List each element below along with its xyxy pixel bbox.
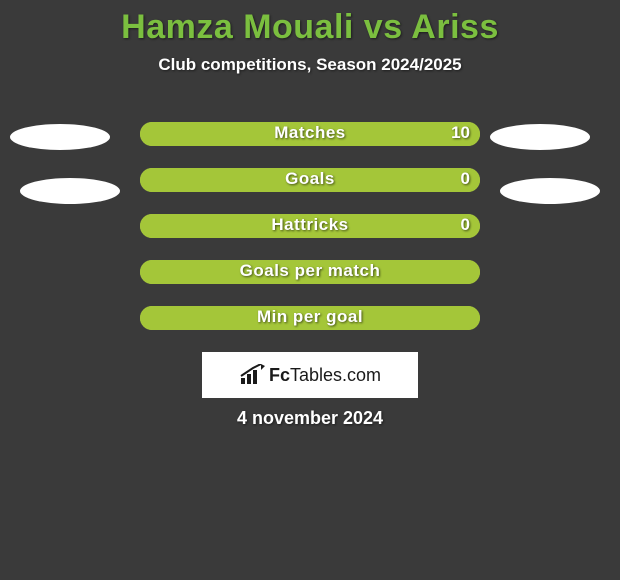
stat-row-goals-per-match: Goals per match: [0, 249, 620, 295]
bar-label: Min per goal: [140, 307, 480, 327]
stat-row-min-per-goal: Min per goal: [0, 295, 620, 341]
bar-label: Goals: [140, 169, 480, 189]
subtitle: Club competitions, Season 2024/2025: [0, 55, 620, 75]
stat-row-hattricks: Hattricks 0: [0, 203, 620, 249]
bar-value: 0: [461, 169, 470, 189]
date-label: 4 november 2024: [0, 408, 620, 429]
bar-label: Hattricks: [140, 215, 480, 235]
page-title: Hamza Mouali vs Ariss: [0, 0, 620, 47]
bar-label: Matches: [140, 123, 480, 143]
decorative-ellipse: [20, 178, 120, 204]
decorative-ellipse: [490, 124, 590, 150]
infographic-container: Hamza Mouali vs Ariss Club competitions,…: [0, 0, 620, 580]
bar-value: 0: [461, 215, 470, 235]
bar-value: 10: [451, 123, 470, 143]
decorative-ellipse: [10, 124, 110, 150]
chart-icon: [239, 364, 265, 386]
brand-text: FcTables.com: [269, 365, 381, 386]
bar-label: Goals per match: [140, 261, 480, 281]
decorative-ellipse: [500, 178, 600, 204]
brand-logo: FcTables.com: [202, 352, 418, 398]
